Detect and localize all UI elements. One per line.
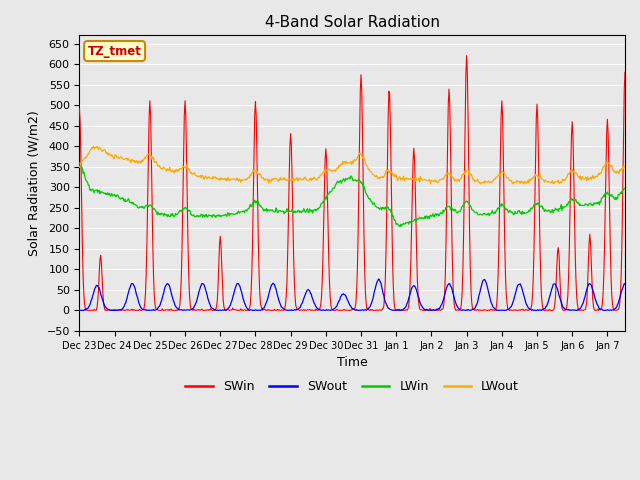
Text: TZ_tmet: TZ_tmet — [88, 45, 141, 58]
Legend: SWin, SWout, LWin, LWout: SWin, SWout, LWin, LWout — [180, 375, 524, 398]
X-axis label: Time: Time — [337, 356, 367, 369]
Title: 4-Band Solar Radiation: 4-Band Solar Radiation — [265, 15, 440, 30]
Y-axis label: Solar Radiation (W/m2): Solar Radiation (W/m2) — [28, 110, 41, 256]
